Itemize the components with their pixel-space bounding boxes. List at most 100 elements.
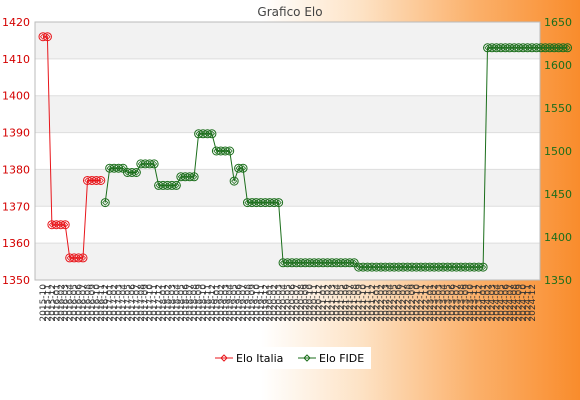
data-point [300, 258, 310, 268]
data-point-marker [257, 199, 264, 206]
data-point-marker [297, 259, 304, 266]
data-point-marker [213, 147, 220, 155]
x-tick-label: 2015-10 [39, 284, 49, 322]
data-point [238, 163, 248, 173]
data-point-marker [337, 259, 344, 266]
data-point-marker [44, 33, 51, 40]
data-point [56, 220, 66, 230]
x-tick-label: 2017-04 [119, 284, 129, 322]
x-tick-label: 2021-05 [337, 284, 347, 322]
x-tick-label: 2022-11 [417, 284, 427, 322]
x-tick-label: 2024-01 [479, 284, 489, 322]
data-point [216, 146, 226, 156]
data-point [269, 198, 279, 208]
data-point [154, 180, 164, 190]
x-tick-label: 2021-11 [364, 284, 374, 322]
x-tick-label: 2018-06 [181, 284, 191, 322]
data-point-marker [453, 264, 460, 271]
data-point [545, 43, 555, 53]
data-point-marker [235, 165, 242, 172]
x-tick-label: 2016-11 [97, 284, 107, 322]
data-point [296, 258, 306, 268]
data-point [531, 43, 541, 53]
x-tick-label: 2017-07 [132, 284, 142, 322]
data-point [211, 146, 221, 156]
data-point-marker [262, 199, 269, 206]
data-point [376, 262, 386, 272]
data-point-marker [546, 44, 553, 51]
x-tick-label: 2019-03 [221, 284, 231, 322]
data-point [158, 180, 168, 190]
x-tick-label: 2019-09 [248, 284, 258, 322]
data-point [251, 198, 261, 208]
data-point [91, 175, 101, 185]
data-point [265, 198, 275, 208]
data-point [327, 258, 337, 268]
data-point [185, 172, 195, 182]
x-tick-label: 2019-10 [252, 284, 262, 322]
data-point [331, 258, 341, 268]
x-tick-label: 2018-04 [172, 284, 182, 322]
data-point-marker [368, 264, 376, 271]
data-point-marker [71, 254, 78, 261]
data-point-marker [493, 44, 500, 51]
data-point [469, 262, 479, 272]
data-point-marker [275, 199, 282, 206]
data-point [558, 43, 568, 53]
right-tick-label: 1400 [544, 231, 572, 244]
data-point-marker [520, 44, 527, 51]
x-tick-label: 2020-07 [292, 284, 302, 322]
x-tick-label: 2021-12 [368, 284, 378, 322]
data-point-marker [528, 44, 536, 51]
data-point [514, 43, 524, 53]
x-tick-label: 2021-04 [332, 284, 342, 322]
data-point [380, 262, 390, 272]
series-group [38, 32, 573, 272]
x-tick-label: 2022-02 [377, 284, 387, 322]
data-point-marker [471, 264, 478, 271]
x-tick-label: 2019-07 [239, 284, 249, 322]
data-point [74, 253, 84, 263]
data-point-marker [253, 199, 260, 206]
x-tick-label: 2016-09 [88, 284, 98, 322]
data-point [385, 262, 395, 272]
data-point [105, 163, 115, 173]
x-tick-label: 2021-07 [346, 284, 356, 322]
x-tick-label: 2017-08 [137, 284, 147, 322]
data-point-marker [75, 254, 82, 261]
data-point [478, 262, 488, 272]
data-point [140, 159, 150, 169]
data-point-marker [231, 178, 238, 185]
data-point [234, 163, 244, 173]
data-point [509, 43, 519, 53]
data-point-marker [333, 259, 340, 266]
x-tick-label: 2018-05 [177, 284, 187, 322]
data-point [429, 262, 439, 272]
x-tick-label: 2023-02 [430, 284, 440, 322]
x-tick-label: 2018-10 [199, 284, 209, 322]
data-point [51, 220, 61, 230]
x-tick-label: 2023-03 [435, 284, 445, 322]
data-point-marker [444, 264, 451, 271]
data-point [411, 262, 421, 272]
data-point-marker [408, 264, 416, 271]
data-point-marker [431, 264, 438, 271]
x-tick-label: 2024-04 [492, 284, 502, 322]
data-point-marker [266, 199, 273, 206]
x-tick-label: 2016-08 [83, 284, 93, 322]
data-point-marker [155, 182, 162, 189]
data-point [202, 129, 212, 139]
data-point-marker [475, 264, 482, 271]
data-point-marker [84, 177, 91, 184]
data-point-marker [146, 160, 153, 167]
x-tick-label: 2023-01 [426, 284, 436, 322]
x-tick-label: 2019-02 [217, 284, 227, 322]
data-point-marker [288, 259, 296, 266]
data-point-marker [244, 199, 251, 206]
data-point-marker [404, 264, 411, 271]
data-point [318, 258, 328, 268]
data-point [220, 146, 230, 156]
data-point-marker [515, 44, 522, 51]
x-tick-label: 2016-06 [75, 284, 85, 322]
data-point-marker [128, 169, 135, 176]
